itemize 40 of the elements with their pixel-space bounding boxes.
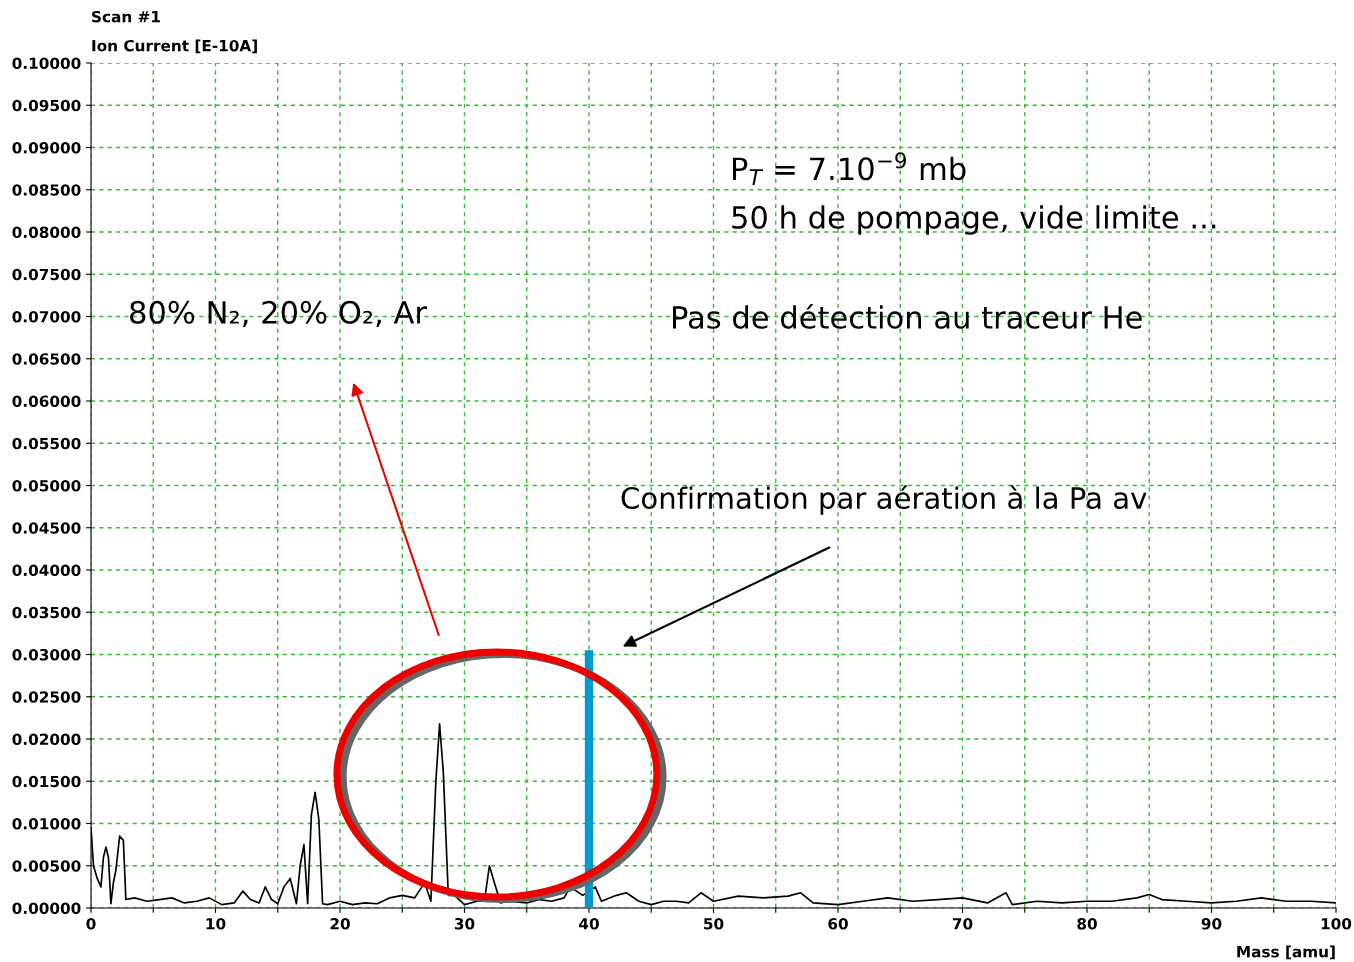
annotation: P$_{T}$ = 7.10$^{−9}$ mb <box>733 152 966 185</box>
y-tick-label: 0.00000 <box>12 902 81 915</box>
x-tick-label: 40 <box>579 917 599 930</box>
y-tick-label: 0.04500 <box>12 522 81 534</box>
y-tick-label: 0.09500 <box>12 99 81 112</box>
annotation: Confirmation par aération à la Pa av <box>621 485 1147 515</box>
y-tick-label: 0.07500 <box>12 268 81 281</box>
y-tick-label: 0.02500 <box>12 691 81 703</box>
x-tick-label: 30 <box>454 917 475 930</box>
y-tick-label: 0.02000 <box>12 733 81 746</box>
x-tick-label: 70 <box>952 917 973 930</box>
y-tick-label: 0.08500 <box>12 184 81 196</box>
y-tick-label: 0.03000 <box>12 648 81 661</box>
x-tick-label: 50 <box>704 917 724 930</box>
y-tick-label: 0.05000 <box>12 479 81 492</box>
y-tick-label: 0.08000 <box>12 226 81 239</box>
y-tick-label: 0.00500 <box>12 860 81 872</box>
y-axis-title: Ion Current [E-10A] <box>92 39 257 54</box>
x-tick-label: 80 <box>1077 917 1097 930</box>
x-tick-label: 20 <box>330 917 350 930</box>
x-tick-label: 90 <box>1201 917 1222 930</box>
y-tick-label: 0.05500 <box>12 437 81 450</box>
x-tick-label: 100 <box>1321 917 1352 930</box>
annotation: 50 h de pompage, vide limite ... <box>732 205 1216 235</box>
annotation: 80% N₂, 20% O₂, Ar <box>130 300 427 327</box>
x-tick-label: 0 <box>86 917 96 930</box>
y-tick-label: 0.09000 <box>12 141 81 154</box>
y-tick-label: 0.06500 <box>12 353 81 365</box>
y-tick-label: 0.03500 <box>12 606 81 619</box>
x-tick-label: 60 <box>828 917 848 930</box>
x-axis-title: Mass [amu] <box>1237 945 1335 960</box>
x-tick-label: 10 <box>206 917 226 930</box>
y-tick-label: 0.04000 <box>12 564 81 577</box>
y-tick-label: 0.10000 <box>12 57 81 70</box>
y-tick-label: 0.01000 <box>12 817 81 830</box>
y-tick-label: 0.01500 <box>12 775 81 788</box>
y-tick-label: 0.07000 <box>12 310 81 323</box>
annotation: Pas de détection au traceur He <box>673 303 1142 329</box>
chart-title: Scan #1 <box>92 10 160 23</box>
y-tick-label: 0.06000 <box>12 395 81 408</box>
